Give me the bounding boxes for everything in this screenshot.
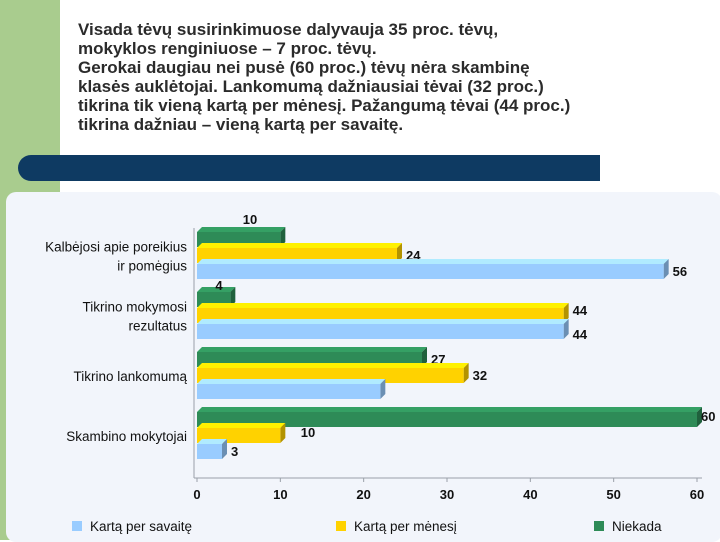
bar-side: [563, 319, 569, 339]
bar-top: [197, 303, 569, 308]
bar: [197, 264, 664, 279]
category-label: Tikrino lankomumą: [73, 369, 187, 384]
bar-top: [197, 439, 227, 444]
bar-side: [280, 423, 286, 443]
legend-swatch: [336, 521, 346, 531]
bar-side: [663, 259, 669, 279]
legend-label: Kartą per savaitę: [90, 519, 192, 534]
bar-top: [197, 227, 286, 232]
bar-top: [197, 287, 236, 292]
x-tick-label: 10: [273, 487, 287, 502]
bar-top: [197, 379, 386, 384]
text-line: mokyklos renginiuose – 7 proc. tėvų.: [78, 39, 377, 58]
text-line: Visada tėvų susirinkimuose dalyvauja 35 …: [78, 20, 499, 39]
bar-side: [280, 227, 286, 247]
text-line: tikrina tik vieną kartą per mėnesį. Paža…: [78, 96, 571, 115]
legend-label: Niekada: [612, 519, 662, 534]
slide-text: Visada tėvų susirinkimuose dalyvauja 35 …: [78, 20, 698, 134]
data-label: 56: [673, 264, 687, 279]
bar-top: [197, 243, 402, 248]
bar-top: [197, 259, 669, 264]
text-line: Gerokai daugiau nei pusė (60 proc.) tėvų…: [78, 58, 530, 77]
bar-side: [463, 363, 469, 383]
bar-side: [397, 243, 402, 263]
bar-top: [197, 363, 469, 368]
data-label: 10: [243, 212, 257, 227]
title-bar: [18, 155, 600, 181]
bar-top: [197, 423, 286, 428]
legend-swatch: [72, 521, 82, 531]
bar-side: [230, 287, 236, 307]
bar-side: [422, 347, 427, 367]
x-tick-label: 40: [523, 487, 537, 502]
data-label: 44: [573, 303, 588, 318]
x-tick-label: 30: [440, 487, 454, 502]
text-line: tikrina dažniau – vieną kartą per savait…: [78, 115, 404, 134]
legend-swatch: [594, 521, 604, 531]
x-tick-label: 20: [356, 487, 370, 502]
x-tick-label: 60: [690, 487, 704, 502]
data-label: 32: [473, 368, 487, 383]
data-label: 4: [215, 278, 223, 293]
data-label: 3: [231, 444, 238, 459]
x-tick-label: 50: [606, 487, 620, 502]
bar-side: [697, 407, 702, 427]
text-line: klasės auklėtojai. Lankomumą dažniausiai…: [78, 77, 544, 96]
category-label: Kalbėjosi apie poreikius: [45, 240, 187, 255]
bar: [197, 384, 381, 399]
bar: [197, 444, 222, 459]
category-label: Tikrino mokymosi: [82, 300, 187, 315]
data-label: 10: [301, 425, 315, 440]
bar-side: [222, 439, 227, 459]
bar: [197, 324, 564, 339]
category-label: rezultatus: [128, 319, 187, 334]
bar-side: [380, 379, 386, 399]
bar-top: [197, 319, 569, 324]
category-label: ir pomėgius: [117, 259, 187, 274]
category-label: Skambino mokytojai: [66, 429, 187, 444]
legend-label: Kartą per mėnesį: [354, 519, 457, 534]
x-tick-label: 0: [193, 487, 200, 502]
bar-side: [563, 303, 569, 323]
bar-top: [197, 407, 702, 412]
data-label: 44: [573, 327, 588, 342]
bar: [197, 412, 697, 427]
bar-top: [197, 347, 427, 352]
data-label: 60: [701, 409, 715, 424]
